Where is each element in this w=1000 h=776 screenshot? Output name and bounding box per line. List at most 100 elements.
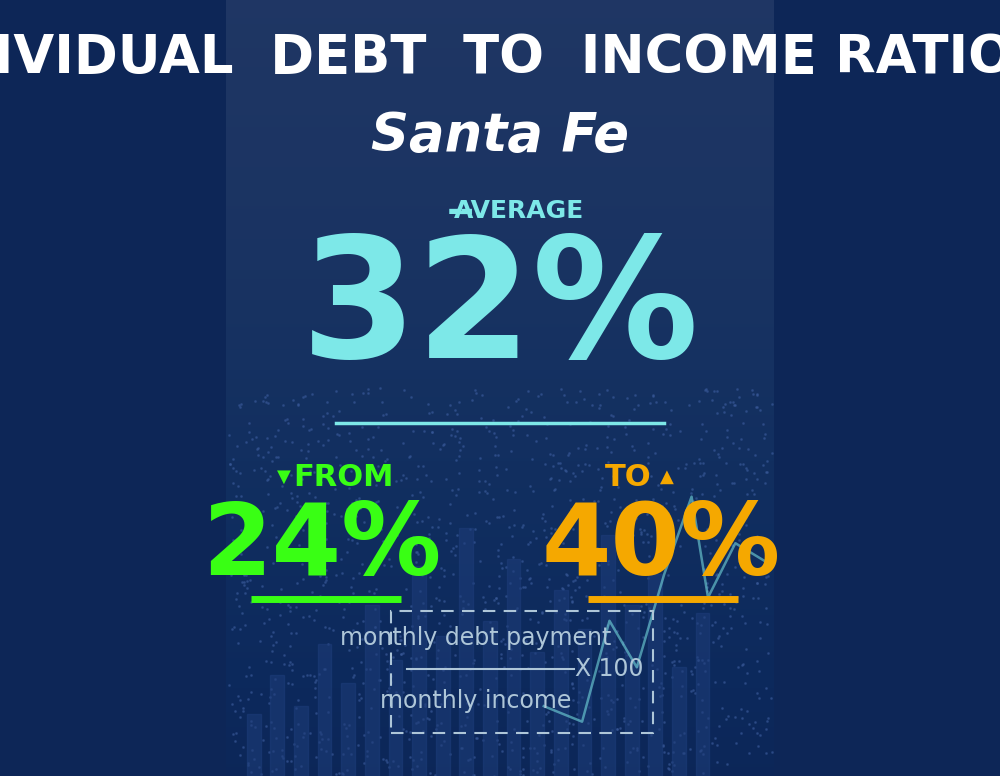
Point [460, 598, 476, 610]
Point [559, 569, 575, 581]
Point [544, 500, 560, 512]
Point [408, 653, 424, 665]
Point [315, 418, 331, 431]
Point [306, 614, 322, 626]
Point [593, 480, 609, 493]
Point [749, 687, 765, 699]
Point [408, 546, 424, 558]
Point [640, 466, 656, 479]
Point [279, 504, 295, 516]
Point [655, 428, 671, 441]
Point [595, 625, 611, 638]
Point [406, 508, 422, 520]
Point [640, 456, 656, 469]
Point [281, 658, 297, 670]
Point [515, 769, 531, 776]
Point [557, 464, 573, 476]
Point [561, 446, 577, 459]
Point [599, 384, 615, 397]
Point [738, 519, 754, 532]
Point [268, 531, 284, 543]
Point [320, 706, 336, 719]
Point [514, 649, 530, 661]
Point [685, 495, 701, 508]
Point [291, 539, 307, 551]
Point [432, 442, 448, 455]
Point [259, 432, 275, 445]
Point [436, 570, 452, 582]
Point [692, 457, 708, 469]
Point [223, 568, 239, 580]
Point [277, 414, 293, 427]
Point [586, 533, 602, 546]
Point [243, 669, 259, 681]
Point [444, 483, 460, 496]
Point [451, 435, 467, 448]
Point [258, 397, 274, 409]
Point [621, 414, 637, 426]
Point [558, 465, 574, 477]
Point [605, 696, 621, 708]
Point [351, 688, 367, 700]
Point [709, 385, 725, 397]
Point [235, 509, 251, 521]
Point [609, 722, 625, 735]
Point [467, 523, 483, 535]
Point [668, 643, 684, 656]
Point [351, 711, 367, 723]
Point [349, 616, 365, 629]
Point [643, 729, 659, 741]
Point [401, 733, 417, 745]
Point [415, 725, 431, 737]
Point [283, 626, 299, 639]
Point [653, 677, 669, 689]
Point [306, 670, 322, 682]
Point [279, 730, 295, 743]
Point [551, 474, 567, 487]
Point [760, 647, 776, 660]
Point [333, 510, 349, 522]
Point [381, 760, 397, 773]
Point [401, 451, 417, 463]
Point [489, 469, 505, 482]
Point [700, 653, 716, 666]
Point [540, 705, 556, 718]
Point [263, 630, 279, 643]
Point [236, 568, 252, 580]
Point [451, 466, 467, 479]
Point [420, 632, 436, 645]
Point [538, 558, 554, 570]
Point [424, 426, 440, 438]
Point [230, 480, 246, 492]
Point [602, 515, 618, 528]
Point [537, 656, 553, 668]
Point [739, 488, 755, 501]
Point [262, 691, 278, 703]
Point [351, 694, 367, 706]
Point [715, 400, 731, 413]
Point [632, 563, 648, 575]
Point [565, 718, 581, 730]
Point [530, 616, 546, 629]
Point [439, 407, 455, 420]
Point [710, 448, 726, 460]
Point [605, 391, 621, 404]
Point [491, 570, 507, 582]
Point [543, 688, 559, 701]
Point [236, 579, 252, 591]
Point [500, 705, 516, 718]
Bar [247, 714, 261, 776]
Point [361, 585, 377, 598]
Point [515, 751, 531, 764]
Point [651, 681, 667, 694]
Point [320, 497, 336, 510]
Point [545, 460, 561, 473]
Point [579, 611, 595, 624]
Point [591, 665, 607, 677]
Point [565, 729, 581, 742]
Point [422, 767, 438, 776]
Text: monthly income: monthly income [380, 689, 571, 712]
Point [433, 562, 449, 574]
Point [316, 544, 332, 556]
Point [661, 758, 677, 771]
